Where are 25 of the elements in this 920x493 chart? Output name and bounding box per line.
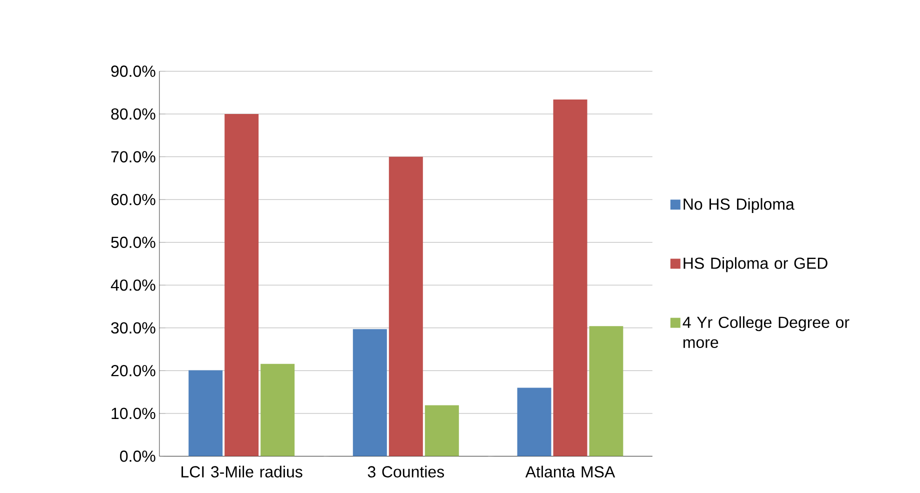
legend-label: HS Diploma or GED bbox=[684, 257, 828, 272]
bar bbox=[188, 370, 223, 456]
legend-label: 4 Yr College Degree or more bbox=[682, 316, 850, 348]
bar bbox=[589, 326, 624, 456]
bar bbox=[424, 405, 459, 456]
y-tick-label: 30.0% bbox=[111, 322, 156, 334]
y-tick-label: 70.0% bbox=[111, 151, 156, 162]
bar bbox=[517, 388, 552, 456]
y-tick-label: 10.0% bbox=[112, 408, 156, 420]
y-tick-label: 0.0% bbox=[120, 450, 156, 462]
y-tick-label: 90.0% bbox=[111, 66, 156, 77]
bar bbox=[224, 114, 259, 456]
y-tick-label: 20.0% bbox=[111, 365, 156, 376]
bar bbox=[260, 364, 295, 456]
y-tick-label: 50.0% bbox=[111, 236, 156, 248]
x-tick-label: 3 Counties bbox=[368, 466, 444, 478]
legend-label: No HS Diploma bbox=[684, 198, 794, 213]
bar bbox=[352, 329, 387, 456]
bar bbox=[553, 99, 588, 456]
x-tick-label: LCI 3-Mile radius bbox=[182, 466, 302, 478]
bar bbox=[388, 156, 423, 456]
y-tick-label: 40.0% bbox=[110, 279, 156, 291]
y-tick-label: 80.0% bbox=[111, 108, 156, 120]
y-tick-label: 60.0% bbox=[111, 194, 156, 206]
x-tick-label: Atlanta MSA bbox=[525, 466, 616, 478]
